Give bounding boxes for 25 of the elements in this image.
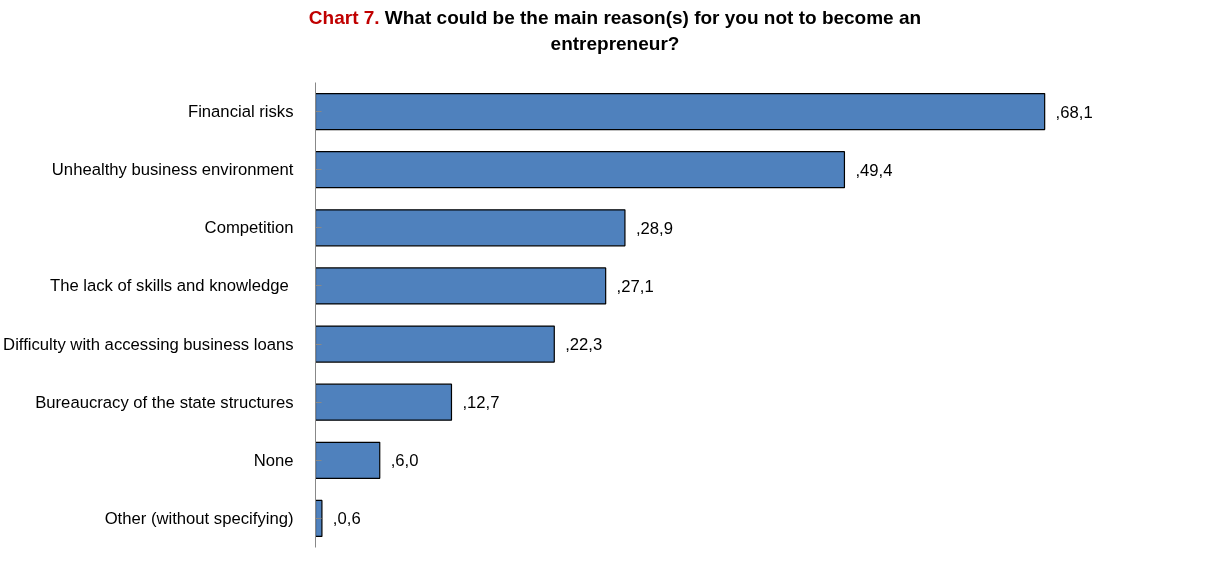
- y-tick-label: Bureaucracy of the state structures: [35, 392, 294, 412]
- data-label: ,22,3: [565, 335, 603, 355]
- bar: [315, 499, 323, 538]
- data-label: ,0,6: [332, 509, 361, 529]
- data-label: ,12,7: [462, 393, 500, 413]
- chart-title: Chart 7. What could be the main reason(s) for you not to become an entrepreneur?: [308, 7, 922, 54]
- bar: [315, 151, 846, 189]
- y-tick-label: Financial risks: [187, 102, 294, 122]
- data-label: ,27,1: [616, 276, 654, 296]
- data-label: ,68,1: [1055, 102, 1093, 122]
- bar: [315, 325, 555, 363]
- data-label: ,49,4: [855, 160, 893, 180]
- y-tick-label: None: [253, 450, 294, 470]
- bar: [315, 92, 1046, 131]
- y-tick-label: Competition: [204, 218, 294, 238]
- bar: [315, 267, 607, 305]
- y-tick-label: Difficulty with accessing business loans: [3, 334, 294, 354]
- y-tick-label: Unhealthy business environment: [51, 160, 294, 180]
- y-tick-label: Other (without specifying): [104, 508, 294, 528]
- data-label: ,28,9: [635, 218, 673, 238]
- bar: [315, 441, 381, 479]
- bar: [315, 209, 626, 247]
- y-tick-label: The lack of skills and knowledge: [50, 276, 289, 296]
- data-label: ,6,0: [390, 451, 419, 471]
- bar: [315, 383, 453, 421]
